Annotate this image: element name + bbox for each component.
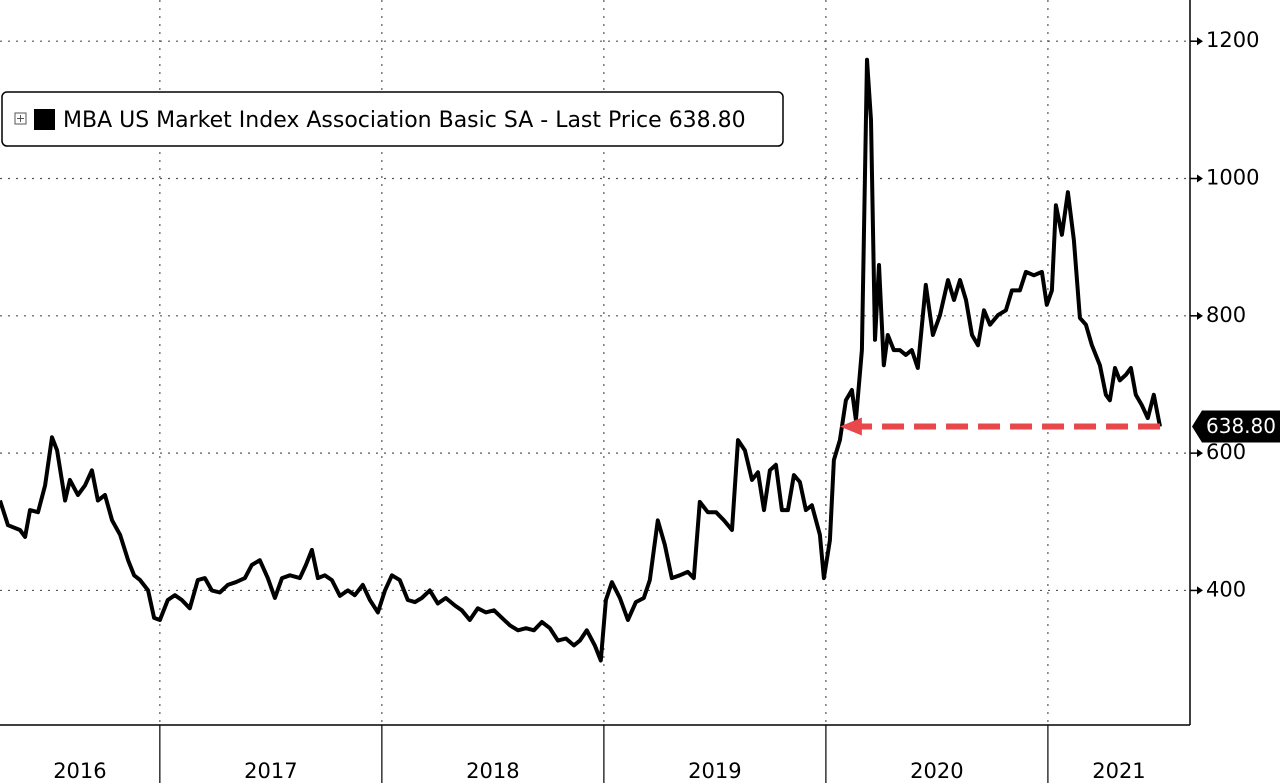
- price-tag: [1192, 410, 1280, 443]
- legend: MBA US Market Index Association Basic SA…: [1, 91, 784, 147]
- y-tick: [1197, 37, 1203, 46]
- y-tick: [1197, 311, 1203, 320]
- price-arrow-head: [839, 417, 862, 436]
- x-tick-label: 2020: [910, 759, 963, 783]
- y-tick: [1197, 586, 1203, 595]
- series-line: [0, 57, 1162, 663]
- legend-last-price: 638.80: [669, 108, 746, 133]
- y-tick-label: 400: [1206, 577, 1246, 601]
- legend-label: MBA US Market Index Association Basic SA…: [63, 108, 746, 133]
- y-tick-label: 800: [1206, 303, 1246, 327]
- x-tick-label: 2017: [244, 759, 297, 783]
- y-tick: [1197, 449, 1203, 458]
- legend-series-name: MBA US Market Index Association Basic SA…: [63, 108, 662, 133]
- x-tick-label: 2016: [53, 759, 106, 783]
- y-tick-label: 1000: [1206, 166, 1259, 190]
- y-tick-label: 600: [1206, 440, 1246, 464]
- legend-box: [1, 91, 784, 147]
- y-tick-label: 1200: [1206, 28, 1259, 52]
- legend-swatch: [34, 109, 55, 130]
- x-tick-label: 2021: [1092, 759, 1145, 783]
- x-tick-label: 2018: [466, 759, 519, 783]
- x-tick-label: 2019: [688, 759, 741, 783]
- y-tick: [1197, 174, 1203, 183]
- price-tag-label: 638.80: [1206, 414, 1276, 438]
